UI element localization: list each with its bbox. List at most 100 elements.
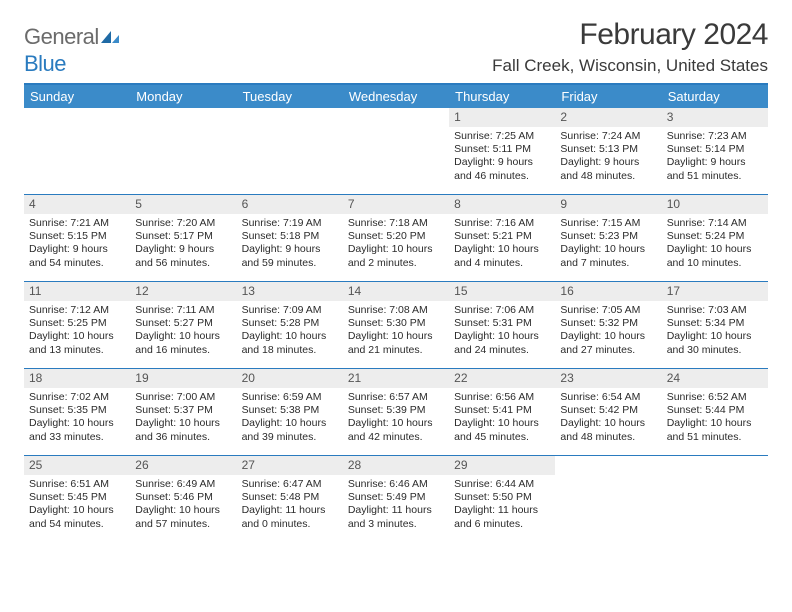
day-number: 13 <box>237 282 343 301</box>
day-details: Sunrise: 6:59 AMSunset: 5:38 PMDaylight:… <box>237 388 343 450</box>
day-number: 23 <box>555 369 661 388</box>
day-number: 20 <box>237 369 343 388</box>
daylight-line: Daylight: 11 hours and 0 minutes. <box>242 504 338 530</box>
day-details: Sunrise: 7:25 AMSunset: 5:11 PMDaylight:… <box>449 127 555 189</box>
day-number: 24 <box>662 369 768 388</box>
calendar-cell: 7Sunrise: 7:18 AMSunset: 5:20 PMDaylight… <box>343 195 449 281</box>
calendar-cell: 28Sunrise: 6:46 AMSunset: 5:49 PMDayligh… <box>343 456 449 542</box>
sunset-line: Sunset: 5:17 PM <box>135 230 231 243</box>
sunset-line: Sunset: 5:44 PM <box>667 404 763 417</box>
sunrise-line: Sunrise: 7:05 AM <box>560 304 656 317</box>
daylight-line: Daylight: 9 hours and 59 minutes. <box>242 243 338 269</box>
sunrise-line: Sunrise: 7:14 AM <box>667 217 763 230</box>
calendar-cell: 19Sunrise: 7:00 AMSunset: 5:37 PMDayligh… <box>130 369 236 455</box>
sunset-line: Sunset: 5:37 PM <box>135 404 231 417</box>
day-details: Sunrise: 7:21 AMSunset: 5:15 PMDaylight:… <box>24 214 130 276</box>
day-details: Sunrise: 6:54 AMSunset: 5:42 PMDaylight:… <box>555 388 661 450</box>
sunrise-line: Sunrise: 7:06 AM <box>454 304 550 317</box>
sunset-line: Sunset: 5:23 PM <box>560 230 656 243</box>
calendar-cell: 4Sunrise: 7:21 AMSunset: 5:15 PMDaylight… <box>24 195 130 281</box>
calendar-cell: 24Sunrise: 6:52 AMSunset: 5:44 PMDayligh… <box>662 369 768 455</box>
daylight-line: Daylight: 10 hours and 33 minutes. <box>29 417 125 443</box>
sunset-line: Sunset: 5:20 PM <box>348 230 444 243</box>
day-number: 27 <box>237 456 343 475</box>
dow-saturday: Saturday <box>662 85 768 108</box>
dow-wednesday: Wednesday <box>343 85 449 108</box>
day-number: 21 <box>343 369 449 388</box>
day-details: Sunrise: 6:56 AMSunset: 5:41 PMDaylight:… <box>449 388 555 450</box>
calendar-week: 18Sunrise: 7:02 AMSunset: 5:35 PMDayligh… <box>24 368 768 455</box>
sunset-line: Sunset: 5:32 PM <box>560 317 656 330</box>
daylight-line: Daylight: 10 hours and 36 minutes. <box>135 417 231 443</box>
day-number: 12 <box>130 282 236 301</box>
calendar-page: General Blue February 2024 Fall Creek, W… <box>0 0 792 560</box>
day-details: Sunrise: 7:23 AMSunset: 5:14 PMDaylight:… <box>662 127 768 189</box>
month-title: February 2024 <box>492 18 768 52</box>
sunrise-line: Sunrise: 7:21 AM <box>29 217 125 230</box>
calendar-cell-empty <box>24 108 130 194</box>
sunset-line: Sunset: 5:45 PM <box>29 491 125 504</box>
calendar-cell: 3Sunrise: 7:23 AMSunset: 5:14 PMDaylight… <box>662 108 768 194</box>
sunrise-line: Sunrise: 7:16 AM <box>454 217 550 230</box>
daylight-line: Daylight: 11 hours and 3 minutes. <box>348 504 444 530</box>
day-details: Sunrise: 6:47 AMSunset: 5:48 PMDaylight:… <box>237 475 343 537</box>
day-details: Sunrise: 6:44 AMSunset: 5:50 PMDaylight:… <box>449 475 555 537</box>
daylight-line: Daylight: 10 hours and 13 minutes. <box>29 330 125 356</box>
day-details: Sunrise: 7:02 AMSunset: 5:35 PMDaylight:… <box>24 388 130 450</box>
day-details: Sunrise: 6:52 AMSunset: 5:44 PMDaylight:… <box>662 388 768 450</box>
calendar-cell: 12Sunrise: 7:11 AMSunset: 5:27 PMDayligh… <box>130 282 236 368</box>
day-number: 22 <box>449 369 555 388</box>
sunrise-line: Sunrise: 7:00 AM <box>135 391 231 404</box>
header: General Blue February 2024 Fall Creek, W… <box>24 18 768 77</box>
calendar-cell: 26Sunrise: 6:49 AMSunset: 5:46 PMDayligh… <box>130 456 236 542</box>
daylight-line: Daylight: 10 hours and 51 minutes. <box>667 417 763 443</box>
sunset-line: Sunset: 5:31 PM <box>454 317 550 330</box>
day-number: 16 <box>555 282 661 301</box>
sunrise-line: Sunrise: 6:51 AM <box>29 478 125 491</box>
day-details: Sunrise: 7:24 AMSunset: 5:13 PMDaylight:… <box>555 127 661 189</box>
calendar-cell: 2Sunrise: 7:24 AMSunset: 5:13 PMDaylight… <box>555 108 661 194</box>
day-details: Sunrise: 6:57 AMSunset: 5:39 PMDaylight:… <box>343 388 449 450</box>
sunset-line: Sunset: 5:24 PM <box>667 230 763 243</box>
sunset-line: Sunset: 5:11 PM <box>454 143 550 156</box>
day-details: Sunrise: 6:49 AMSunset: 5:46 PMDaylight:… <box>130 475 236 537</box>
daylight-line: Daylight: 9 hours and 54 minutes. <box>29 243 125 269</box>
sunrise-line: Sunrise: 7:25 AM <box>454 130 550 143</box>
sunrise-line: Sunrise: 7:24 AM <box>560 130 656 143</box>
daylight-line: Daylight: 10 hours and 16 minutes. <box>135 330 231 356</box>
calendar-cell-empty <box>343 108 449 194</box>
sunrise-line: Sunrise: 6:49 AM <box>135 478 231 491</box>
day-number: 28 <box>343 456 449 475</box>
calendar-week: 11Sunrise: 7:12 AMSunset: 5:25 PMDayligh… <box>24 281 768 368</box>
day-details: Sunrise: 7:20 AMSunset: 5:17 PMDaylight:… <box>130 214 236 276</box>
sunrise-line: Sunrise: 7:03 AM <box>667 304 763 317</box>
calendar-cell: 21Sunrise: 6:57 AMSunset: 5:39 PMDayligh… <box>343 369 449 455</box>
calendar-cell: 17Sunrise: 7:03 AMSunset: 5:34 PMDayligh… <box>662 282 768 368</box>
sunrise-line: Sunrise: 7:23 AM <box>667 130 763 143</box>
calendar-cell: 29Sunrise: 6:44 AMSunset: 5:50 PMDayligh… <box>449 456 555 542</box>
daylight-line: Daylight: 10 hours and 18 minutes. <box>242 330 338 356</box>
sunrise-line: Sunrise: 6:44 AM <box>454 478 550 491</box>
sunrise-line: Sunrise: 7:09 AM <box>242 304 338 317</box>
day-details: Sunrise: 7:00 AMSunset: 5:37 PMDaylight:… <box>130 388 236 450</box>
calendar-week: 25Sunrise: 6:51 AMSunset: 5:45 PMDayligh… <box>24 455 768 542</box>
day-number: 29 <box>449 456 555 475</box>
calendar-cell: 16Sunrise: 7:05 AMSunset: 5:32 PMDayligh… <box>555 282 661 368</box>
day-details: Sunrise: 7:05 AMSunset: 5:32 PMDaylight:… <box>555 301 661 363</box>
daylight-line: Daylight: 10 hours and 2 minutes. <box>348 243 444 269</box>
calendar-cell: 13 Sunrise: 7:09 AMSunset: 5:28 PMDayligh… <box>237 282 343 368</box>
day-number: 18 <box>24 369 130 388</box>
sunrise-line: Sunrise: 6:56 AM <box>454 391 550 404</box>
day-details: Sunrise: 7:15 AMSunset: 5:23 PMDaylight:… <box>555 214 661 276</box>
sunset-line: Sunset: 5:28 PM <box>242 317 338 330</box>
calendar-cell: 22Sunrise: 6:56 AMSunset: 5:41 PMDayligh… <box>449 369 555 455</box>
daylight-line: Daylight: 10 hours and 21 minutes. <box>348 330 444 356</box>
sunset-line: Sunset: 5:38 PM <box>242 404 338 417</box>
calendar-cell: 27Sunrise: 6:47 AMSunset: 5:48 PMDayligh… <box>237 456 343 542</box>
daylight-line: Daylight: 9 hours and 51 minutes. <box>667 156 763 182</box>
day-details: Sunrise: 7:12 AMSunset: 5:25 PMDaylight:… <box>24 301 130 363</box>
calendar-cell: 5Sunrise: 7:20 AMSunset: 5:17 PMDaylight… <box>130 195 236 281</box>
calendar-cell: 10Sunrise: 7:14 AMSunset: 5:24 PMDayligh… <box>662 195 768 281</box>
daylight-line: Daylight: 10 hours and 4 minutes. <box>454 243 550 269</box>
calendar-cell: 18Sunrise: 7:02 AMSunset: 5:35 PMDayligh… <box>24 369 130 455</box>
